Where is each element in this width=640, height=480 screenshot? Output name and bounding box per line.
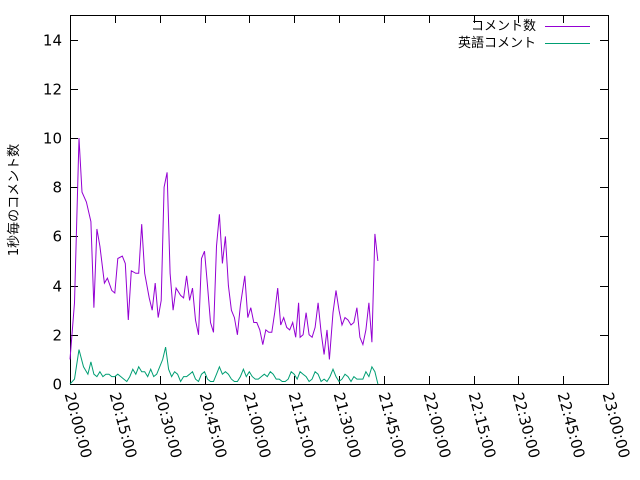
series-layer [69, 137, 379, 385]
x-tick-label: 22:30:00 [509, 390, 544, 460]
x-tick-label: 21:30:00 [330, 390, 365, 460]
x-tick-label: 21:00:00 [240, 390, 275, 460]
x-tick-label: 21:45:00 [375, 390, 410, 460]
x-tick-label: 20:00:00 [61, 390, 96, 460]
legend-label: コメント数 [471, 19, 536, 34]
x-tick-label: 22:00:00 [420, 390, 455, 460]
y-tick-label: 10 [43, 130, 62, 148]
x-tick-label: 21:15:00 [285, 390, 320, 460]
x-tick-label: 20:15:00 [106, 390, 141, 460]
x-tick-label: 20:30:00 [151, 390, 186, 460]
series-line-0 [69, 137, 379, 360]
y-tick-label: 8 [52, 179, 62, 197]
x-tick-label: 23:00:00 [599, 390, 634, 460]
x-tick-label: 22:45:00 [554, 390, 589, 460]
series-line-1 [69, 346, 379, 385]
y-axis-title: 1秒毎のコメント数 [6, 144, 22, 256]
y-tick-label: 6 [52, 228, 62, 246]
y-tick-label: 0 [52, 376, 62, 394]
x-axis-ticks: 20:00:00 20:15:00 20:30:00 20:45:00 21:00:00… [61, 15, 634, 460]
y-tick-label: 14 [43, 32, 62, 50]
legend-label: 英語コメント [458, 35, 536, 51]
y-tick-label: 4 [52, 278, 62, 296]
y-axis-ticks: 0 2 4 6 8 10 12 14 [43, 32, 608, 394]
y-tick-label: 12 [43, 81, 62, 99]
y-tick-label: 2 [52, 327, 62, 345]
x-tick-label: 20:45:00 [196, 390, 231, 460]
x-tick-label: 22:15:00 [465, 390, 500, 460]
plot-frame [70, 15, 609, 385]
